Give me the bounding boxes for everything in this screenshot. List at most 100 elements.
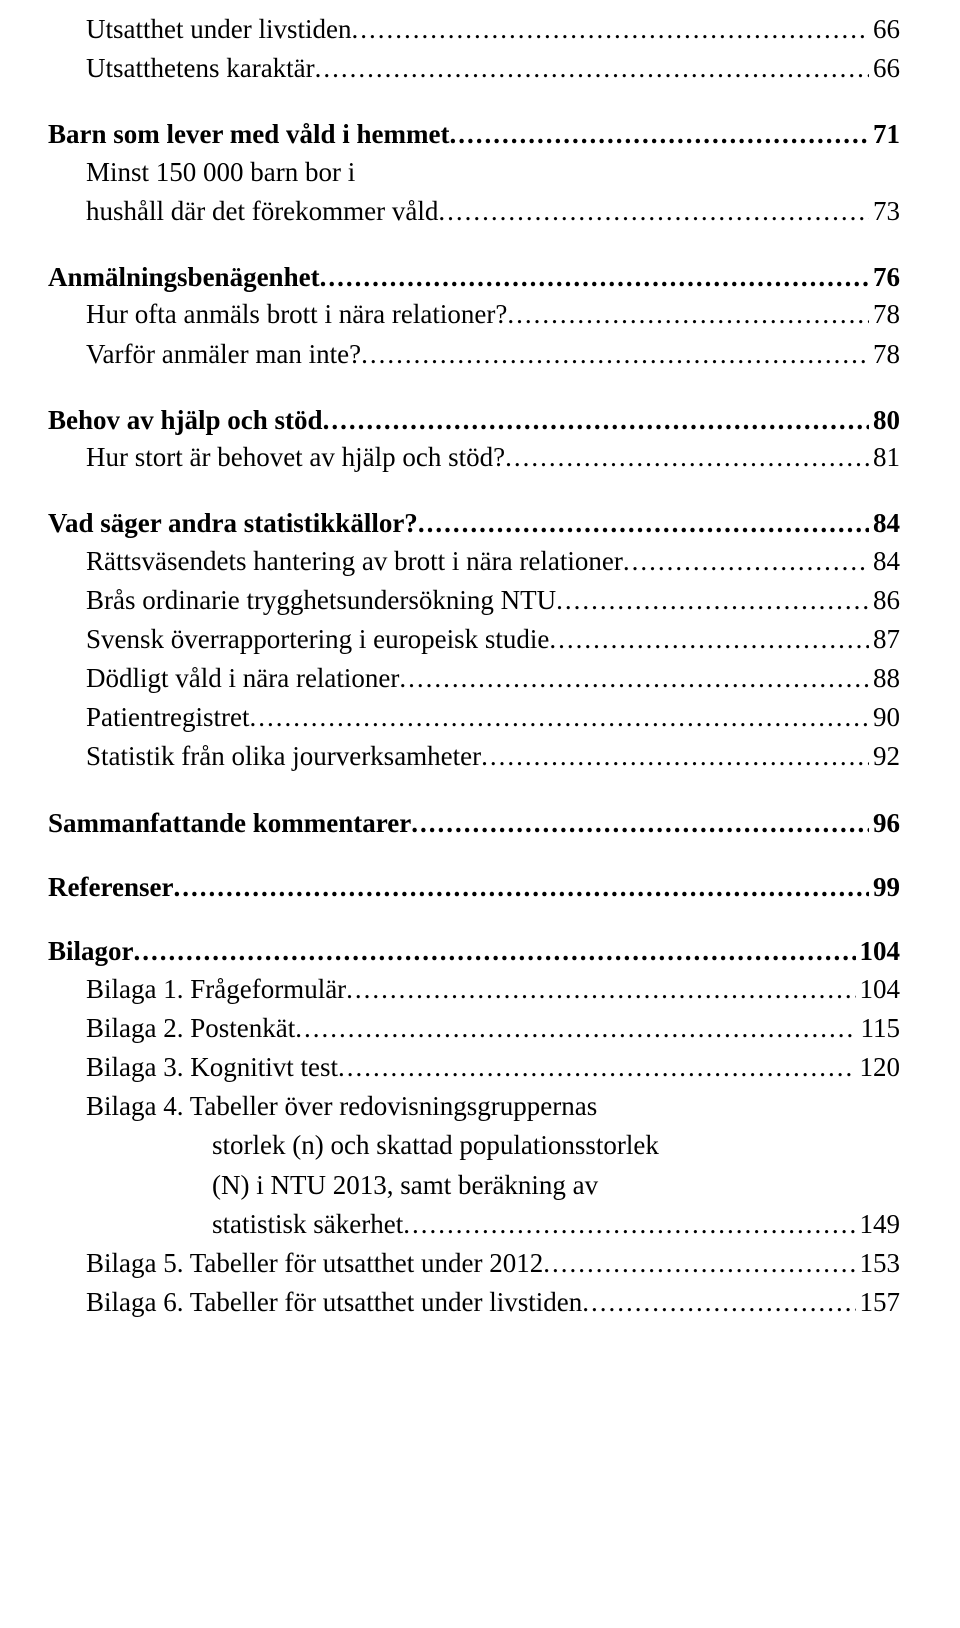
toc-leader-dots xyxy=(361,335,869,374)
toc-entry: Patientregistret90 xyxy=(86,698,900,737)
toc-entry: Referenser 99 xyxy=(48,869,900,905)
toc-entry-page: 153 xyxy=(856,1244,901,1283)
toc-entry-title: Behov av hjälp och stöd xyxy=(48,402,323,438)
toc-entry: Hur stort är behovet av hjälp och stöd? 8… xyxy=(86,438,900,477)
toc-entry-title: hushåll där det förekommer våld xyxy=(86,192,438,231)
toc-entry-page: 92 xyxy=(869,737,900,776)
toc-entry: Utsatthetens karaktär66 xyxy=(86,49,900,88)
toc-leader-dots xyxy=(438,192,869,231)
toc-entry-title: Referenser xyxy=(48,869,173,905)
toc-entry: Bilaga 4. Tabeller över redovisningsgrup… xyxy=(86,1087,900,1126)
toc-leader-dots xyxy=(295,1009,856,1048)
toc-entry: Svensk överrapportering i europeisk stud… xyxy=(86,620,900,659)
toc-leader-dots xyxy=(315,49,869,88)
toc-leader-dots xyxy=(543,1244,855,1283)
toc-entry-page: 87 xyxy=(869,620,900,659)
toc-entry-page: 86 xyxy=(869,581,900,620)
toc-leader-dots xyxy=(556,581,869,620)
toc-entry: Vad säger andra statistikkällor?84 xyxy=(48,505,900,541)
toc-entry-title: Bilaga 3. Kognitivt test xyxy=(86,1048,338,1087)
toc-entry: (N) i NTU 2013, samt beräkning av xyxy=(212,1166,900,1205)
toc-leader-dots xyxy=(134,933,856,969)
toc-entry-page: 78 xyxy=(869,335,900,374)
toc-entry: Anmälningsbenägenhet 76 xyxy=(48,259,900,295)
toc-leader-dots xyxy=(399,659,869,698)
toc-entry: Bilaga 1. Frågeformulär 104 xyxy=(86,970,900,1009)
toc-leader-dots xyxy=(505,438,869,477)
toc-entry-title: Hur stort är behovet av hjälp och stöd? xyxy=(86,438,505,477)
toc-entry: Minst 150 000 barn bor i xyxy=(86,153,900,192)
toc-entry-title: Brås ordinarie trygghetsundersökning NTU xyxy=(86,581,556,620)
toc-entry: Sammanfattande kommentarer 96 xyxy=(48,805,900,841)
toc-entry-page: 120 xyxy=(856,1048,901,1087)
toc-entry: Dödligt våld i nära relationer 88 xyxy=(86,659,900,698)
toc-entry: Utsatthet under livstiden 66 xyxy=(86,10,900,49)
toc-entry-title: Statistik från olika jourverksamheter xyxy=(86,737,481,776)
toc-entry: Behov av hjälp och stöd 80 xyxy=(48,402,900,438)
toc-entry-page: 149 xyxy=(856,1205,901,1244)
toc-entry: Varför anmäler man inte? 78 xyxy=(86,335,900,374)
toc-entry: Barn som lever med våld i hemmet 71 xyxy=(48,116,900,152)
toc-entry-title: Minst 150 000 barn bor i xyxy=(86,157,355,187)
toc-leader-dots xyxy=(418,505,869,541)
toc-leader-dots xyxy=(320,259,869,295)
toc-entry-title: Barn som lever med våld i hemmet xyxy=(48,116,449,152)
toc-entry-page: 96 xyxy=(869,805,900,841)
toc-entry-page: 81 xyxy=(869,438,900,477)
toc-leader-dots xyxy=(173,869,869,905)
toc-entry: Statistik från olika jourverksamheter 92 xyxy=(86,737,900,776)
toc-entry-title: (N) i NTU 2013, samt beräkning av xyxy=(212,1170,598,1200)
toc-entry-page: 78 xyxy=(869,295,900,334)
toc-entry-title: Bilagor xyxy=(48,933,134,969)
toc-entry: Brås ordinarie trygghetsundersökning NTU… xyxy=(86,581,900,620)
toc-entry-title: Varför anmäler man inte? xyxy=(86,335,361,374)
toc-entry-page: 115 xyxy=(857,1009,901,1048)
toc-entry: Hur ofta anmäls brott i nära relationer?… xyxy=(86,295,900,334)
toc-entry-page: 71 xyxy=(869,116,900,152)
toc-entry-page: 99 xyxy=(869,869,900,905)
toc-entry-title: Bilaga 1. Frågeformulär xyxy=(86,970,346,1009)
toc-entry: Bilagor 104 xyxy=(48,933,900,969)
toc-entry: Rättsväsendets hantering av brott i nära… xyxy=(86,542,900,581)
toc-entry-page: 84 xyxy=(869,542,900,581)
toc-entry-title: Rättsväsendets hantering av brott i nära… xyxy=(86,542,623,581)
toc-entry-title: Hur ofta anmäls brott i nära relationer? xyxy=(86,295,507,334)
toc-entry: Bilaga 6. Tabeller för utsatthet under l… xyxy=(86,1283,900,1322)
toc-entry-title: Utsatthetens karaktär xyxy=(86,49,315,88)
toc-leader-dots xyxy=(403,1205,855,1244)
toc-entry-title: Vad säger andra statistikkällor? xyxy=(48,505,418,541)
toc-entry-page: 66 xyxy=(869,10,900,49)
toc-leader-dots xyxy=(507,295,869,334)
toc-entry: storlek (n) och skattad populationsstorl… xyxy=(212,1126,900,1165)
toc-entry-page: 90 xyxy=(869,698,900,737)
toc-entry: hushåll där det förekommer våld73 xyxy=(86,192,900,231)
toc-entry: Bilaga 2. Postenkät115 xyxy=(86,1009,900,1048)
toc-leader-dots xyxy=(249,698,869,737)
toc-leader-dots xyxy=(338,1048,856,1087)
toc-entry-title: storlek (n) och skattad populationsstorl… xyxy=(212,1130,659,1160)
toc-entry-page: 104 xyxy=(856,933,901,969)
toc-leader-dots xyxy=(623,542,869,581)
toc-leader-dots xyxy=(323,402,869,438)
toc-entry-title: Dödligt våld i nära relationer xyxy=(86,659,399,698)
toc-entry-page: 157 xyxy=(856,1283,901,1322)
toc-entry-title: Bilaga 6. Tabeller för utsatthet under l… xyxy=(86,1283,582,1322)
toc-entry-page: 104 xyxy=(856,970,901,1009)
toc-entry-page: 76 xyxy=(869,259,900,295)
toc-entry-page: 88 xyxy=(869,659,900,698)
toc-entry-title: Utsatthet under livstiden xyxy=(86,10,351,49)
toc-entry: Bilaga 5. Tabeller för utsatthet under 2… xyxy=(86,1244,900,1283)
toc-entry-title: Anmälningsbenägenhet xyxy=(48,259,320,295)
toc-entry: Bilaga 3. Kognitivt test 120 xyxy=(86,1048,900,1087)
toc-entry-title: Svensk överrapportering i europeisk stud… xyxy=(86,620,549,659)
toc-entry-title: Sammanfattande kommentarer xyxy=(48,805,411,841)
toc-leader-dots xyxy=(346,970,855,1009)
toc-leader-dots xyxy=(449,116,869,152)
toc-leader-dots xyxy=(411,805,869,841)
toc-entry: statistisk säkerhet149 xyxy=(212,1205,900,1244)
toc-entry-page: 80 xyxy=(869,402,900,438)
toc-entry-title: Bilaga 4. Tabeller över redovisningsgrup… xyxy=(86,1091,597,1121)
toc-leader-dots xyxy=(582,1283,855,1322)
toc-leader-dots xyxy=(351,10,869,49)
toc-leader-dots xyxy=(481,737,869,776)
